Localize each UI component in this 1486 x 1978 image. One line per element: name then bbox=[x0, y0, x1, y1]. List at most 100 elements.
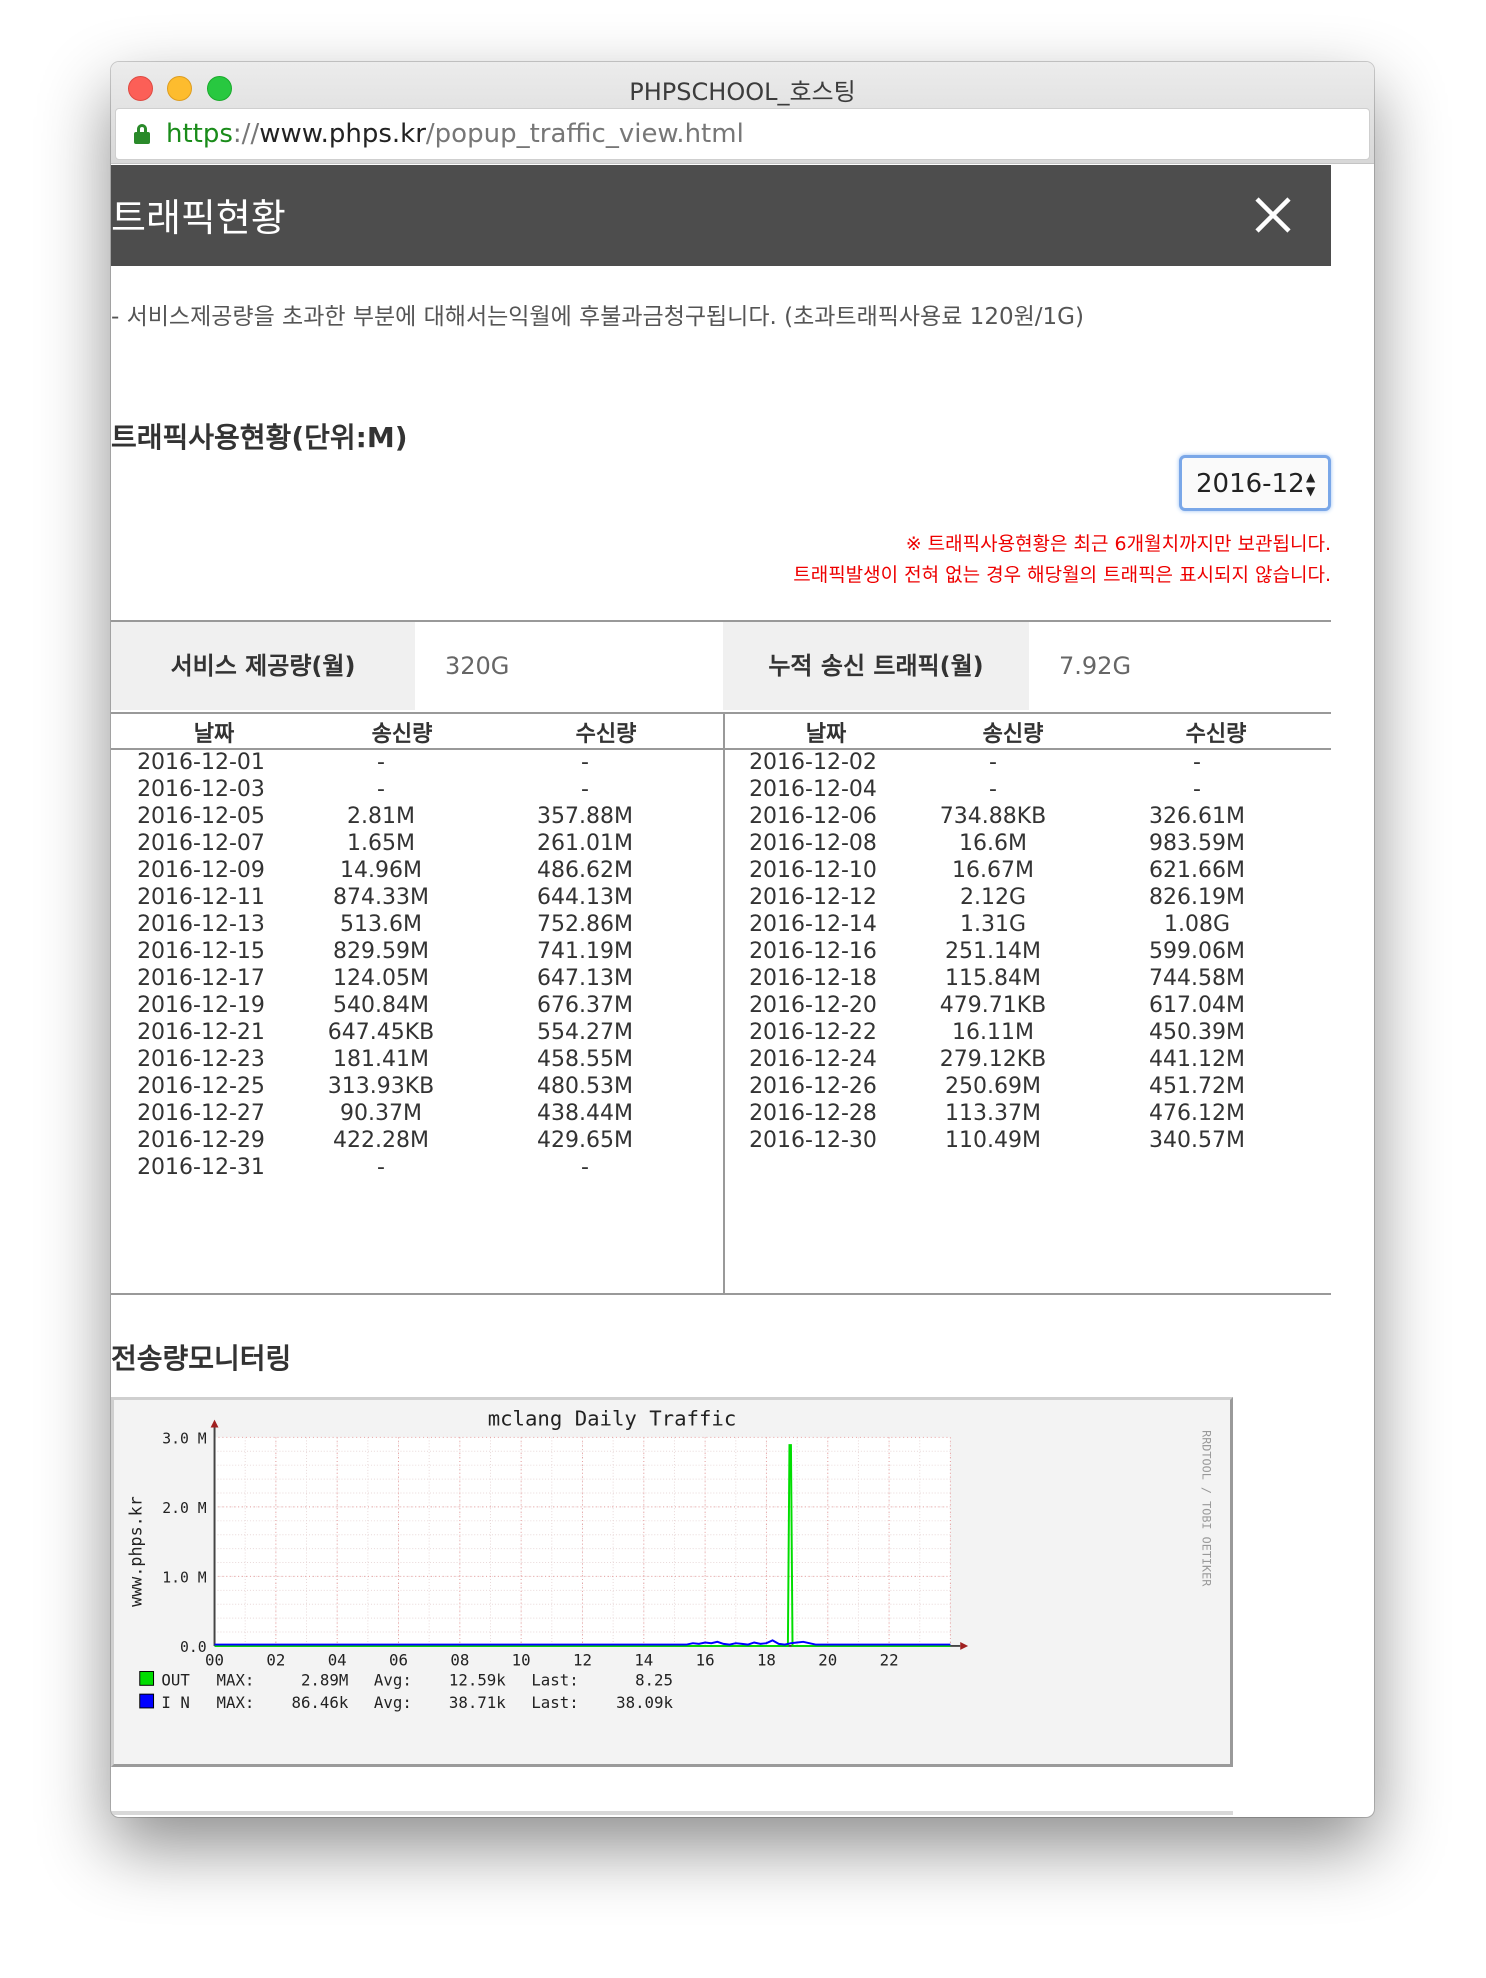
table-cell: 621.66M bbox=[1149, 858, 1245, 883]
table-cell: 2.81M bbox=[347, 804, 415, 829]
month-select[interactable]: 2016-12 ▲ ▼ bbox=[1179, 455, 1331, 511]
table-cell: 429.65M bbox=[537, 1128, 633, 1153]
y-tick-label: 1.0 M bbox=[162, 1569, 207, 1586]
table-cell: 1.31G bbox=[959, 912, 1027, 937]
x-tick-label: 02 bbox=[266, 1651, 285, 1670]
table-cell: 2016-12-31 bbox=[137, 1155, 265, 1180]
table-cell: - bbox=[377, 1155, 385, 1180]
table-cell: 2016-12-05 bbox=[137, 804, 265, 829]
table-cell: 2016-12-11 bbox=[137, 885, 265, 910]
table-cell: 251.14M bbox=[945, 939, 1041, 964]
table-cell: 2016-12-10 bbox=[749, 858, 877, 883]
url-scheme: https bbox=[166, 119, 233, 149]
legend-avg-value: 12.59k bbox=[449, 1670, 506, 1689]
total-traffic-value: 7.92G bbox=[1059, 652, 1132, 680]
x-tick-label: 22 bbox=[880, 1651, 899, 1670]
table-cell: 540.84M bbox=[333, 993, 429, 1018]
url-text[interactable]: https://www.phps.kr/popup_traffic_view.h… bbox=[166, 119, 744, 149]
table-cell: 2016-12-08 bbox=[749, 831, 877, 856]
table-cell: 644.13M bbox=[537, 885, 633, 910]
table-cell: 2016-12-27 bbox=[137, 1101, 265, 1126]
header-sent-right: 송신량 bbox=[982, 722, 1044, 747]
table-cell: - bbox=[989, 750, 997, 775]
y-tick-label: 0.0 bbox=[180, 1639, 207, 1656]
traffic-chart: mclang Daily Traffic www.phps.kr RRDTOOL /… bbox=[111, 1397, 1233, 1767]
url-path: /popup_traffic_view.html bbox=[425, 119, 744, 149]
series-line-out bbox=[214, 1444, 951, 1647]
month-select-value: 2016-12 bbox=[1196, 469, 1305, 499]
x-axis-arrow bbox=[960, 1642, 969, 1650]
address-bar[interactable]: https://www.phps.kr/popup_traffic_view.h… bbox=[115, 108, 1370, 160]
table-cell: 1.08G bbox=[1163, 912, 1231, 937]
table-cell: 115.84M bbox=[945, 966, 1041, 991]
table-cell: 2016-12-28 bbox=[749, 1101, 877, 1126]
table-cell: 513.6M bbox=[340, 912, 422, 937]
legend-max-value: 2.89M bbox=[301, 1670, 348, 1689]
table-cell: 16.6M bbox=[959, 831, 1027, 856]
table-cell: 422.28M bbox=[333, 1128, 429, 1153]
table-cell: 752.86M bbox=[537, 912, 633, 937]
table-cell: 2016-12-29 bbox=[137, 1128, 265, 1153]
table-cell: 486.62M bbox=[537, 858, 633, 883]
summary-table: 서비스 제공량(월) 320G 누적 송신 트래픽(월) 7.92G bbox=[111, 620, 1331, 710]
table-cell: 340.57M bbox=[1149, 1128, 1245, 1153]
chart-title: mclang Daily Traffic bbox=[488, 1407, 737, 1431]
table-cell: 734.88KB bbox=[939, 804, 1047, 829]
table-cell: 124.05M bbox=[333, 966, 429, 991]
close-window-button[interactable] bbox=[128, 76, 153, 101]
x-tick-label: 18 bbox=[757, 1651, 776, 1670]
table-cell: 829.59M bbox=[333, 939, 429, 964]
table-cell: - bbox=[1193, 750, 1201, 775]
table-cell: 2016-12-26 bbox=[749, 1074, 877, 1099]
table-cell: 647.45KB bbox=[327, 1020, 435, 1045]
legend-avg-label: Avg: bbox=[374, 1670, 412, 1689]
page-title: 트래픽현황 bbox=[111, 196, 286, 240]
x-tick-label: 14 bbox=[634, 1651, 653, 1670]
table-cell: 113.37M bbox=[945, 1101, 1041, 1126]
y-axis-arrow bbox=[210, 1419, 219, 1428]
daily-traffic-table: 날짜 송신량 수신량 날짜 송신량 수신량 2016-12-01- -2016-1… bbox=[111, 712, 1331, 1295]
table-cell: 357.88M bbox=[537, 804, 633, 829]
zoom-window-button[interactable] bbox=[207, 76, 232, 101]
legend-name: OUT bbox=[161, 1670, 190, 1689]
minimize-window-button[interactable] bbox=[167, 76, 192, 101]
legend-name: I N bbox=[161, 1693, 189, 1712]
legend-last-value: 8.25 bbox=[635, 1670, 673, 1689]
table-cell: 617.04M bbox=[1149, 993, 1245, 1018]
legend-max-label: MAX: bbox=[217, 1693, 255, 1712]
legend-avg-label: Avg: bbox=[374, 1693, 412, 1712]
table-cell: 2016-12-01 bbox=[137, 750, 265, 775]
table-cell: 2016-12-15 bbox=[137, 939, 265, 964]
x-tick-label: 08 bbox=[450, 1651, 469, 1670]
table-cell: 458.55M bbox=[537, 1047, 633, 1072]
table-cell: 874.33M bbox=[333, 885, 429, 910]
table-cell: 647.13M bbox=[537, 966, 633, 991]
table-cell: 599.06M bbox=[1149, 939, 1245, 964]
table-cell: 2016-12-20 bbox=[749, 993, 877, 1018]
table-cell: 2016-12-17 bbox=[137, 966, 265, 991]
table-cell: 16.11M bbox=[952, 1020, 1034, 1045]
close-icon[interactable] bbox=[1251, 193, 1295, 237]
table-cell: 2016-12-09 bbox=[137, 858, 265, 883]
table-cell: 2016-12-06 bbox=[749, 804, 877, 829]
table-cell: 2016-12-22 bbox=[749, 1020, 877, 1045]
table-cell: 983.59M bbox=[1149, 831, 1245, 856]
header-date-left: 날짜 bbox=[193, 722, 235, 747]
x-tick-label: 04 bbox=[328, 1651, 347, 1670]
legend-max-value: 86.46k bbox=[291, 1693, 348, 1712]
total-traffic-label: 누적 송신 트래픽(월) bbox=[723, 622, 1029, 710]
table-cell: 2016-12-13 bbox=[137, 912, 265, 937]
table-cell: 16.67M bbox=[952, 858, 1034, 883]
browser-window: PHPSCHOOL_호스팅 https://www.phps.kr/popup_… bbox=[111, 62, 1374, 1817]
table-cell: 476.12M bbox=[1149, 1101, 1245, 1126]
usage-section-title: 트래픽사용현황(단위:M) bbox=[111, 421, 408, 454]
no-traffic-warning: 트래픽발생이 전혀 없는 경우 해당월의 트래픽은 표시되지 않습니다. bbox=[793, 564, 1331, 586]
table-cell: 2016-12-23 bbox=[137, 1047, 265, 1072]
legend-swatch bbox=[139, 1671, 155, 1686]
table-cell: 450.39M bbox=[1149, 1020, 1245, 1045]
table-cell: 261.01M bbox=[537, 831, 633, 856]
x-tick-label: 06 bbox=[389, 1651, 408, 1670]
legend-swatch bbox=[139, 1693, 155, 1709]
table-cell: - bbox=[581, 777, 589, 802]
table-cell: 2.12G bbox=[959, 885, 1027, 910]
